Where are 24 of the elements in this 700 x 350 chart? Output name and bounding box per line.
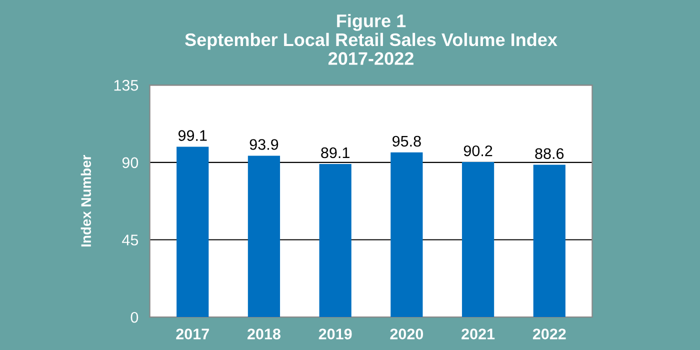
- bar: [176, 146, 209, 318]
- y-axis-title: Index Number: [80, 154, 92, 246]
- data-label: 90.2: [464, 145, 492, 156]
- data-label: 93.9: [250, 139, 278, 150]
- x-tick-label: 2017: [176, 328, 209, 340]
- x-tick-label: 2021: [462, 328, 495, 340]
- x-tick-label: 2022: [532, 328, 566, 340]
- bar: [390, 152, 423, 318]
- x-tick-label: 2018: [248, 328, 280, 340]
- chart-title: Figure 1 September Local Retail Sales Volume Index 2017-2022: [185, 14, 558, 65]
- y-tick-label: 135: [114, 80, 138, 91]
- data-label: 89.1: [321, 147, 350, 158]
- bar: [319, 164, 352, 318]
- bar: [462, 162, 494, 318]
- y-tick-label: 45: [122, 234, 138, 246]
- y-tick-label: 90: [122, 157, 138, 168]
- data-label: 95.8: [392, 136, 421, 147]
- data-label: 88.6: [535, 148, 564, 160]
- y-tick-label: 0: [130, 312, 138, 323]
- x-tick-label: 2019: [318, 328, 352, 340]
- data-label: 99.1: [178, 130, 207, 141]
- x-tick-label: 2020: [390, 328, 424, 340]
- bar: [533, 164, 566, 318]
- bar: [248, 156, 280, 318]
